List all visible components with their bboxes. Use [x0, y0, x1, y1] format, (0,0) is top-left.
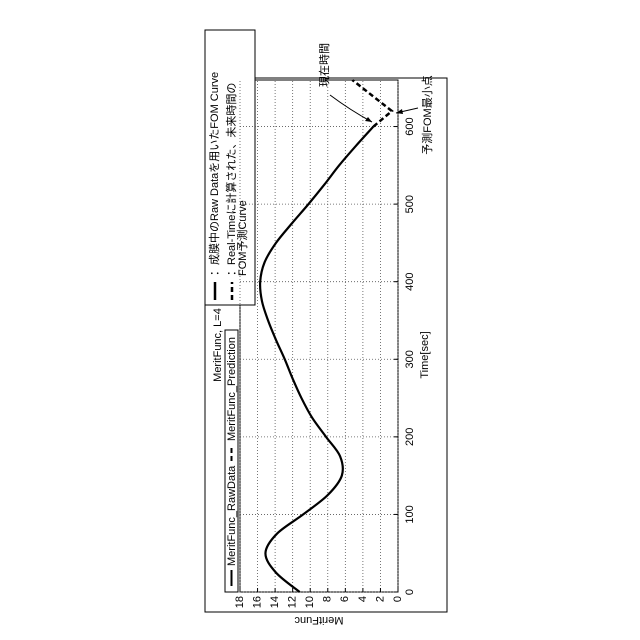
y-tick-label: 18	[234, 596, 246, 608]
x-tick-label: 200	[404, 428, 416, 446]
y-tick-label: 0	[392, 596, 404, 602]
x-tick-label: 100	[404, 505, 416, 523]
legend-label: MeritFunc_RawData	[226, 465, 238, 566]
x-tick-label: 400	[404, 273, 416, 291]
y-tick-label: 14	[269, 596, 281, 608]
x-axis-label: Time[sec]	[419, 331, 431, 378]
annotation-legend-label: ：成膜中のRaw Dataを用いたFOM Curve	[208, 72, 221, 276]
y-tick-label: 16	[251, 596, 263, 608]
x-tick-label: 300	[404, 350, 416, 368]
legend-label: MeritFunc_Prediction	[226, 337, 238, 441]
annotation: 現在時間	[318, 43, 331, 87]
y-tick-label: 4	[357, 596, 369, 602]
y-tick-label: 6	[339, 596, 351, 602]
y-tick-label: 2	[374, 596, 386, 602]
annotation-legend-label: FOM予測Curve	[235, 200, 249, 276]
chart: MeritFunc, L=4 Time[sec] MeritFunc 01002…	[0, 0, 640, 640]
x-tick-label: 0	[404, 589, 416, 595]
x-tick-label: 500	[404, 195, 416, 213]
annotation: 予測FOM最小点	[420, 75, 434, 154]
x-tick-label: 600	[404, 117, 416, 135]
y-tick-label: 8	[322, 596, 334, 602]
annotation-legend-label: ：Real-Timeに計算された、未来時間の	[224, 83, 238, 276]
y-axis-label: MeritFunc	[294, 614, 343, 626]
y-tick-label: 10	[304, 596, 316, 608]
y-tick-label: 12	[287, 596, 299, 608]
background	[0, 0, 640, 640]
chart-title: MeritFunc, L=4	[212, 308, 224, 382]
